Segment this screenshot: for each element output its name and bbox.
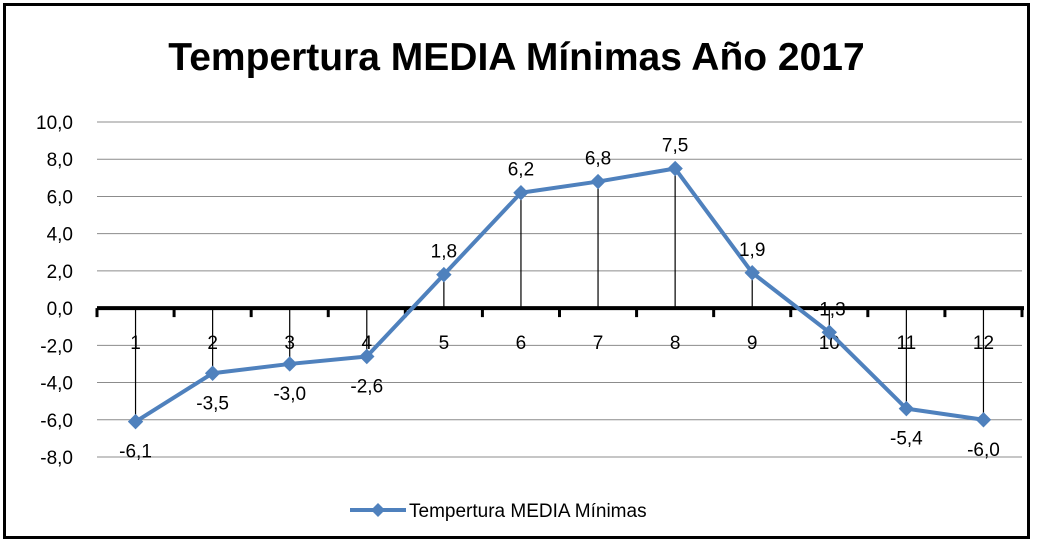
data-point: [204, 365, 221, 381]
x-tick-label: 5: [439, 333, 450, 354]
x-tick-label: 6: [516, 333, 527, 354]
data-label: -6,0: [967, 440, 1000, 461]
data-label: 6,2: [508, 160, 534, 181]
x-tick-label: 11: [897, 333, 917, 354]
data-point: [667, 160, 683, 177]
data-point: [436, 266, 452, 283]
y-tick-label: 10,0: [36, 113, 73, 134]
legend-label: Tempertura MEDIA Mínimas: [409, 501, 647, 522]
y-tick-label: -2,0: [40, 336, 73, 357]
data-label: 7,5: [662, 136, 688, 157]
data-label: -3,5: [196, 393, 229, 414]
drop-lines: [134, 168, 985, 422]
chart-title: Tempertura MEDIA Mínimas Año 2017: [168, 36, 865, 79]
data-point: [282, 356, 298, 372]
data-label: 6,8: [585, 149, 611, 170]
y-tick-label: -4,0: [40, 374, 73, 395]
data-label: 1,8: [431, 242, 457, 263]
x-tick-label: 4: [362, 333, 373, 354]
data-label: -1,3: [813, 299, 846, 320]
y-tick-label: -6,0: [40, 411, 73, 432]
x-tick-label: 8: [670, 333, 681, 354]
data-point: [898, 400, 915, 417]
y-tick-label: 8,0: [47, 150, 73, 171]
data-point: [513, 185, 529, 201]
x-tick-label: 7: [593, 333, 604, 354]
x-tick-label: 9: [747, 333, 758, 354]
x-tick-label: 2: [207, 333, 218, 354]
gridlines: [97, 121, 1022, 458]
x-tick-label: 12: [973, 333, 994, 354]
data-label: -2,6: [350, 377, 383, 398]
x-tick-label: 3: [284, 333, 295, 354]
y-tick-label: 6,0: [47, 187, 73, 208]
data-label: -5,4: [890, 429, 923, 450]
x-tick-label: 1: [130, 333, 141, 354]
data-point: [975, 412, 992, 428]
data-point: [590, 173, 606, 190]
y-tick-label: 4,0: [47, 225, 73, 246]
y-axis-tick-labels: 10,0 8,0 6,0 4,0 2,0 0,0 -2,0 -4,0 -6,0 -8,0: [36, 113, 73, 469]
legend-marker: [371, 503, 385, 517]
x-axis-tick-labels: 1 2 3 4 5 6 7 8 9 10 11 12: [130, 333, 994, 354]
y-tick-label: 0,0: [47, 299, 73, 320]
data-label: 1,9: [739, 240, 765, 261]
data-point: [744, 265, 760, 281]
data-labels: -6,1 -3,5 -3,0 -2,6 1,8 6,2 6,8 7,5 1,9 -1,3 -5,4 -…: [119, 136, 1000, 463]
data-point: [127, 413, 144, 430]
y-tick-label: -8,0: [40, 448, 73, 469]
series-line: [134, 166, 984, 424]
data-markers: [127, 160, 992, 430]
series-line-group: [134, 166, 984, 424]
y-tick-label: 2,0: [47, 262, 73, 283]
x-axis: [95, 306, 1024, 318]
data-point: [359, 348, 375, 365]
data-label: -6,1: [119, 442, 152, 463]
data-label: -3,0: [273, 384, 306, 405]
data-point: [821, 324, 837, 341]
legend: Tempertura MEDIA Mínimas: [350, 501, 647, 522]
